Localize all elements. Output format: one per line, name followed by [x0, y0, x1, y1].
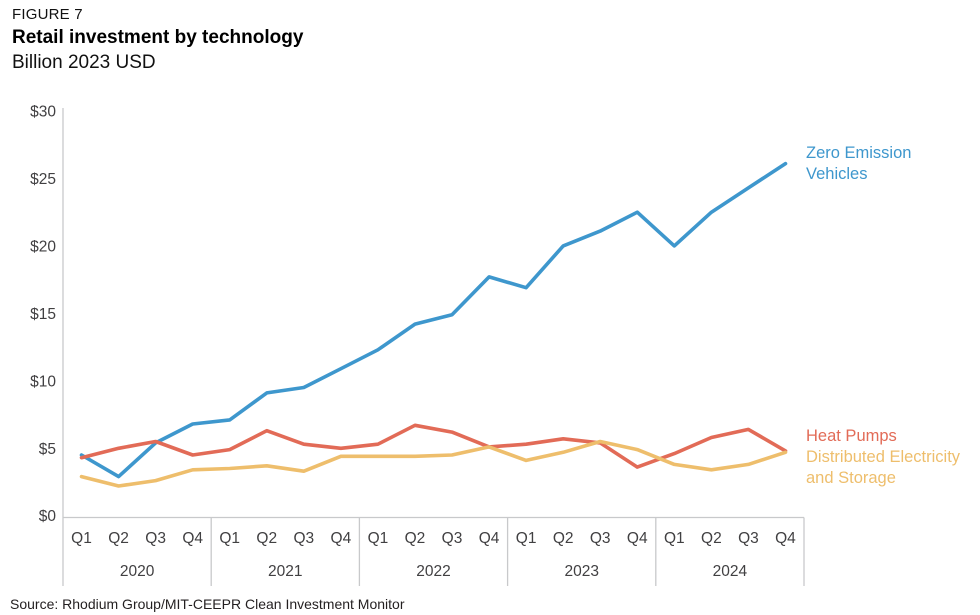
quarter-label: Q1 [219, 530, 240, 547]
y-axis-tick-label: $10 [30, 373, 56, 390]
zev-line [79, 161, 788, 479]
quarter-label: Q4 [627, 530, 648, 547]
quarter-label: Q1 [368, 530, 389, 547]
figure-label: FIGURE 7 [12, 6, 83, 23]
year-label: 2020 [120, 563, 155, 580]
quarter-label: Q1 [516, 530, 537, 547]
quarter-label: Q3 [293, 530, 314, 547]
legend-heat-pumps-label: Heat Pumps [806, 427, 897, 445]
year-label: 2021 [268, 563, 302, 580]
quarter-label: Q4 [775, 530, 796, 547]
quarter-label: Q4 [479, 530, 500, 547]
year-label: 2024 [713, 563, 748, 580]
quarter-label: Q3 [590, 530, 611, 547]
y-axis-tick-label: $15 [30, 306, 56, 323]
distributed-line [79, 439, 788, 488]
y-axis-tick-label: $25 [30, 171, 56, 188]
chart-header: FIGURE 7 Retail investment by technology… [12, 6, 303, 74]
legend-distributed-label: Distributed Electricity and Storage [806, 448, 961, 487]
source-note: Source: Rhodium Group/MIT-CEEPR Clean In… [10, 596, 405, 612]
quarter-label: Q4 [182, 530, 203, 547]
quarter-label: Q2 [701, 530, 722, 547]
quarter-label: Q3 [738, 530, 759, 547]
chart-title: Retail investment by technology [12, 27, 304, 48]
quarter-label: Q1 [664, 530, 685, 547]
quarter-label: Q1 [71, 530, 92, 547]
year-label: 2023 [564, 563, 598, 580]
year-label: 2022 [416, 563, 450, 580]
quarter-label: Q2 [405, 530, 426, 547]
y-axis-tick-label: $5 [39, 441, 56, 458]
quarter-label: Q2 [108, 530, 129, 547]
quarter-label: Q4 [331, 530, 352, 547]
quarter-label: Q3 [145, 530, 166, 547]
chart-subtitle: Billion 2023 USD [12, 52, 156, 73]
y-axis-tick-label: $0 [39, 508, 57, 525]
quarter-label: Q3 [442, 530, 463, 547]
quarter-label: Q2 [553, 530, 574, 547]
quarter-label: Q2 [256, 530, 277, 547]
y-axis-tick-label: $20 [30, 238, 56, 255]
legend-zev-label: Zero Emission Vehicles [806, 144, 912, 183]
heat-pumps-line [79, 423, 788, 469]
y-axis-tick-label: $30 [30, 104, 56, 121]
